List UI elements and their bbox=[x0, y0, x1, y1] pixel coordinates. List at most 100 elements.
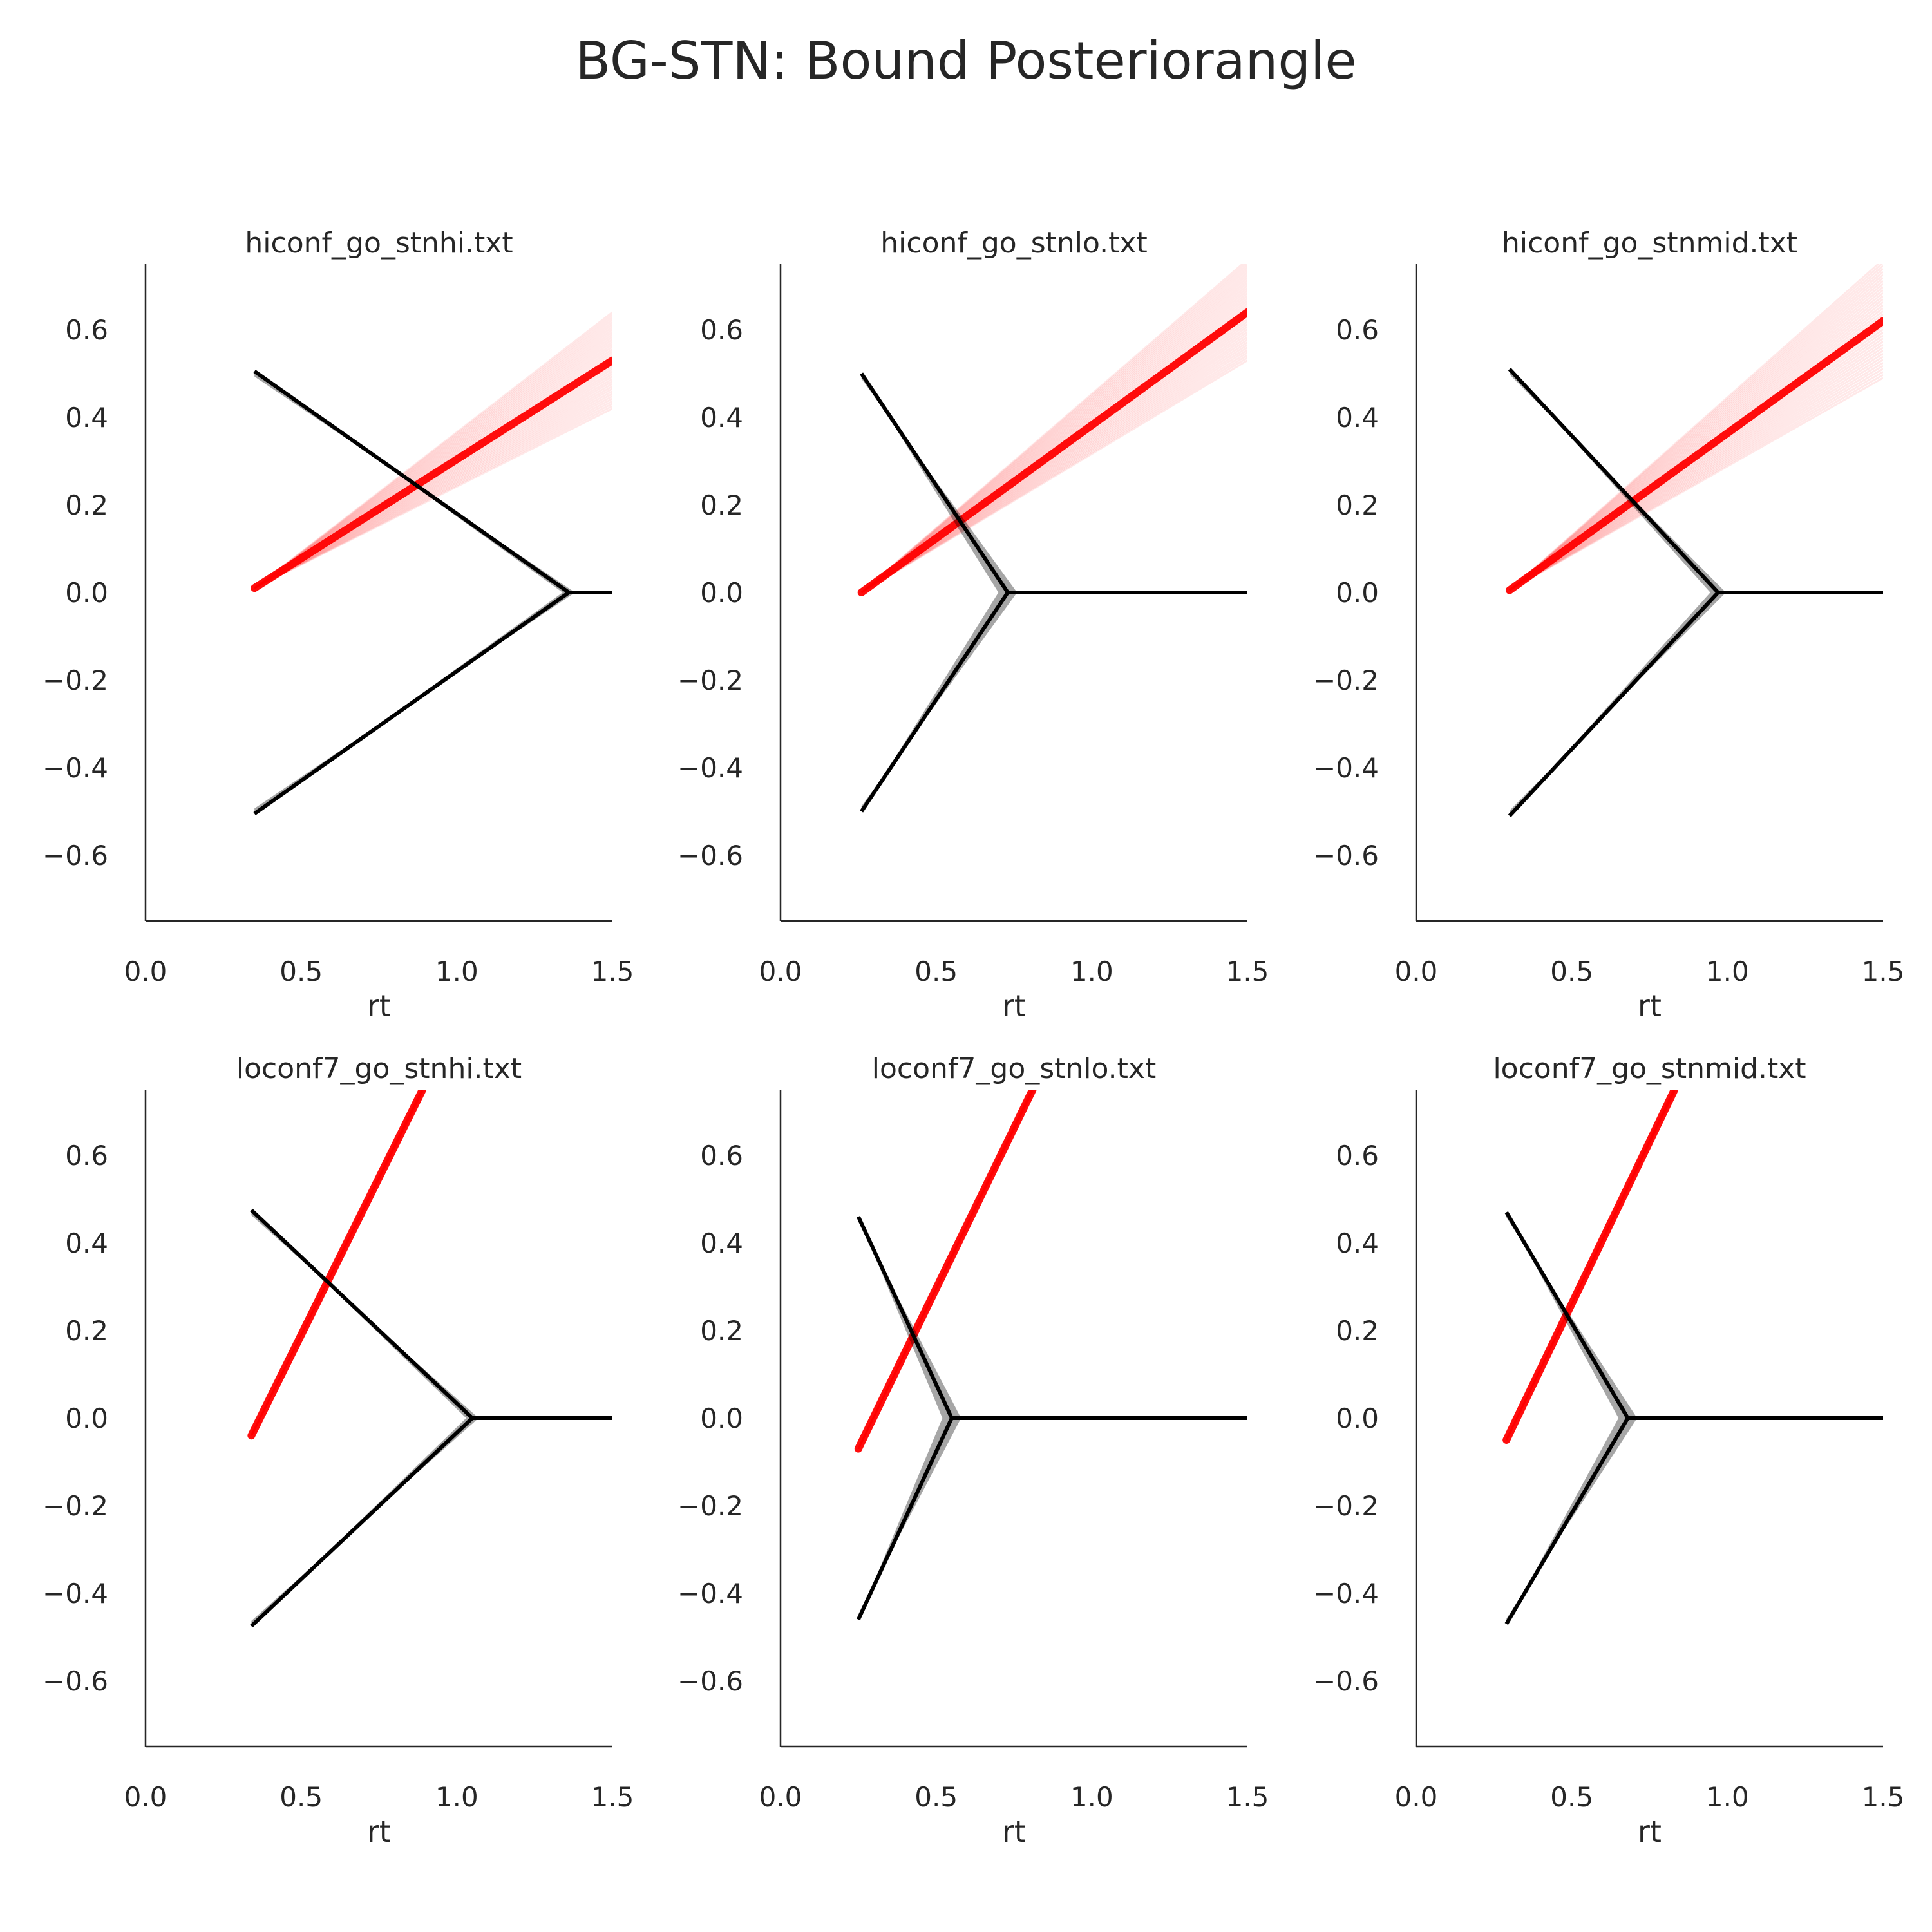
lower-bound-line bbox=[253, 591, 612, 815]
y-tick-label: 0.2 bbox=[65, 489, 108, 521]
drift-sample-line bbox=[1509, 377, 1883, 591]
subplot-5: loconf7_go_stnlo.txt 0.6 0.4 0.2 0.0 −0.2 −0.4… bbox=[677, 1052, 1269, 1849]
drift-sample-line bbox=[254, 311, 612, 589]
drift-sample-line bbox=[1509, 279, 1883, 591]
subplot-4: loconf7_go_stnhi.txt 0.6 0.4 0.2 0.0 −0.2 −0.4… bbox=[43, 1052, 634, 1849]
x-tick-label: 1.0 bbox=[435, 956, 478, 987]
upper-bound-line bbox=[860, 372, 1247, 594]
plot-area bbox=[857, 264, 1247, 813]
y-tick-label: 0.2 bbox=[65, 1315, 108, 1347]
y-tick-label: −0.4 bbox=[1313, 1578, 1379, 1609]
drift-sample-line bbox=[1509, 355, 1883, 591]
drift-sample-line bbox=[1509, 270, 1883, 591]
drift-sample-line bbox=[860, 349, 1247, 594]
drift-sample-line bbox=[254, 316, 612, 589]
x-tick-label: 0.0 bbox=[759, 956, 802, 987]
y-tick-label: −0.4 bbox=[677, 752, 743, 784]
drift-sample-line bbox=[860, 277, 1247, 594]
y-tick-label: 0.2 bbox=[700, 1315, 743, 1347]
x-tick-label: 0.0 bbox=[124, 956, 167, 987]
plot-area bbox=[247, 1090, 612, 1628]
drift-sample-line bbox=[254, 397, 612, 589]
y-tick-label: −0.4 bbox=[43, 752, 108, 784]
y-tick-label: 0.6 bbox=[700, 314, 743, 346]
drift-sample-line bbox=[254, 314, 612, 589]
drift-sample-line bbox=[254, 323, 612, 589]
drift-mean-line bbox=[1506, 317, 1883, 594]
y-tick-label: −0.2 bbox=[677, 1490, 743, 1522]
drift-sample-line bbox=[860, 354, 1247, 594]
drift-sample-line bbox=[254, 319, 612, 589]
y-tick-label: −0.6 bbox=[43, 840, 108, 871]
x-axis-label: rt bbox=[367, 989, 391, 1023]
drift-sample-line bbox=[860, 272, 1247, 594]
subplot-title: loconf7_go_stnmid.txt bbox=[1493, 1052, 1806, 1085]
drift-sample-line bbox=[254, 321, 612, 589]
drift-sample-line bbox=[1509, 350, 1883, 591]
y-tick-label: 0.0 bbox=[65, 577, 108, 609]
drift-sample-line bbox=[254, 328, 612, 589]
drift-sample-line bbox=[254, 388, 612, 589]
drift-sample-line bbox=[1509, 264, 1880, 591]
x-tick-label: 1.5 bbox=[1862, 956, 1905, 987]
x-tick-label: 0.5 bbox=[279, 1781, 323, 1813]
y-tick-label: 0.4 bbox=[700, 1227, 743, 1259]
upper-bound-line bbox=[250, 1208, 612, 1420]
lower-bound-line bbox=[250, 1416, 612, 1628]
y-tick-label: 0.0 bbox=[65, 1403, 108, 1434]
x-axis-label: rt bbox=[1638, 1814, 1662, 1849]
y-tick-label: 0.6 bbox=[1336, 314, 1379, 346]
x-tick-label: 1.0 bbox=[435, 1781, 478, 1813]
y-tick-label: −0.6 bbox=[1313, 840, 1379, 871]
lower-bound-line bbox=[1508, 591, 1883, 817]
x-axis-label: rt bbox=[1002, 989, 1026, 1023]
y-tick-label: −0.6 bbox=[677, 840, 743, 871]
y-tick-label: −0.2 bbox=[43, 665, 108, 696]
drift-sample-line bbox=[1509, 274, 1883, 591]
upper-bound-line bbox=[857, 1215, 1247, 1420]
drift-sample-line bbox=[254, 390, 612, 589]
subplot-title: loconf7_go_stnlo.txt bbox=[872, 1052, 1156, 1085]
drift-sample-line bbox=[1509, 264, 1883, 591]
drift-sample-line bbox=[860, 346, 1247, 594]
x-tick-label: 1.5 bbox=[591, 1781, 634, 1813]
lower-bound-line bbox=[860, 591, 1247, 813]
x-axis-label: rt bbox=[1638, 989, 1662, 1023]
drift-sample-line bbox=[860, 269, 1247, 594]
y-tick-label: 0.4 bbox=[1336, 1227, 1379, 1259]
drift-sample-line bbox=[860, 279, 1247, 594]
subplot-2: hiconf_go_stnlo.txt 0.6 0.4 0.2 0.0 −0.2 −0.4 −… bbox=[677, 227, 1269, 1023]
drift-sample-line bbox=[254, 326, 612, 589]
drift-mean-line bbox=[857, 308, 1247, 596]
drift-sample-line bbox=[1509, 283, 1883, 591]
x-tick-label: 1.5 bbox=[1862, 1781, 1905, 1813]
y-tick-label: 0.6 bbox=[700, 1140, 743, 1171]
x-tick-label: 0.0 bbox=[124, 1781, 167, 1813]
x-tick-label: 0.5 bbox=[279, 956, 323, 987]
x-tick-label: 0.5 bbox=[914, 956, 958, 987]
plot-area bbox=[854, 1090, 1247, 1621]
x-tick-label: 1.5 bbox=[591, 956, 634, 987]
drift-sample-line bbox=[1509, 368, 1883, 591]
drift-sample-line bbox=[1509, 359, 1883, 591]
x-tick-label: 1.0 bbox=[1070, 1781, 1113, 1813]
y-tick-label: 0.2 bbox=[1336, 1315, 1379, 1347]
drift-sample-line bbox=[254, 395, 612, 589]
y-tick-label: 0.6 bbox=[1336, 1140, 1379, 1171]
drift-sample-line bbox=[860, 341, 1247, 594]
y-tick-label: 0.2 bbox=[1336, 489, 1379, 521]
y-tick-label: 0.0 bbox=[700, 577, 743, 609]
drift-sample-line bbox=[1509, 265, 1883, 591]
y-tick-label: 0.2 bbox=[700, 489, 743, 521]
drift-mean-line bbox=[251, 356, 612, 592]
x-tick-label: 1.5 bbox=[1226, 956, 1269, 987]
y-tick-label: −0.2 bbox=[43, 1490, 108, 1522]
drift-sample-line bbox=[254, 331, 612, 589]
subplot-3: hiconf_go_stnmid.txt 0.6 0.4 0.2 0.0 −0.2 −0.4… bbox=[1313, 227, 1904, 1023]
subplot-6: loconf7_go_stnmid.txt 0.6 0.4 0.2 0.0 −0.2 −0.… bbox=[1313, 1052, 1904, 1849]
drift-sample-line bbox=[860, 344, 1247, 594]
y-tick-label: −0.2 bbox=[1313, 665, 1379, 696]
drift-sample-line bbox=[1509, 268, 1883, 591]
y-tick-label: 0.0 bbox=[1336, 1403, 1379, 1434]
y-tick-label: 0.0 bbox=[700, 1403, 743, 1434]
